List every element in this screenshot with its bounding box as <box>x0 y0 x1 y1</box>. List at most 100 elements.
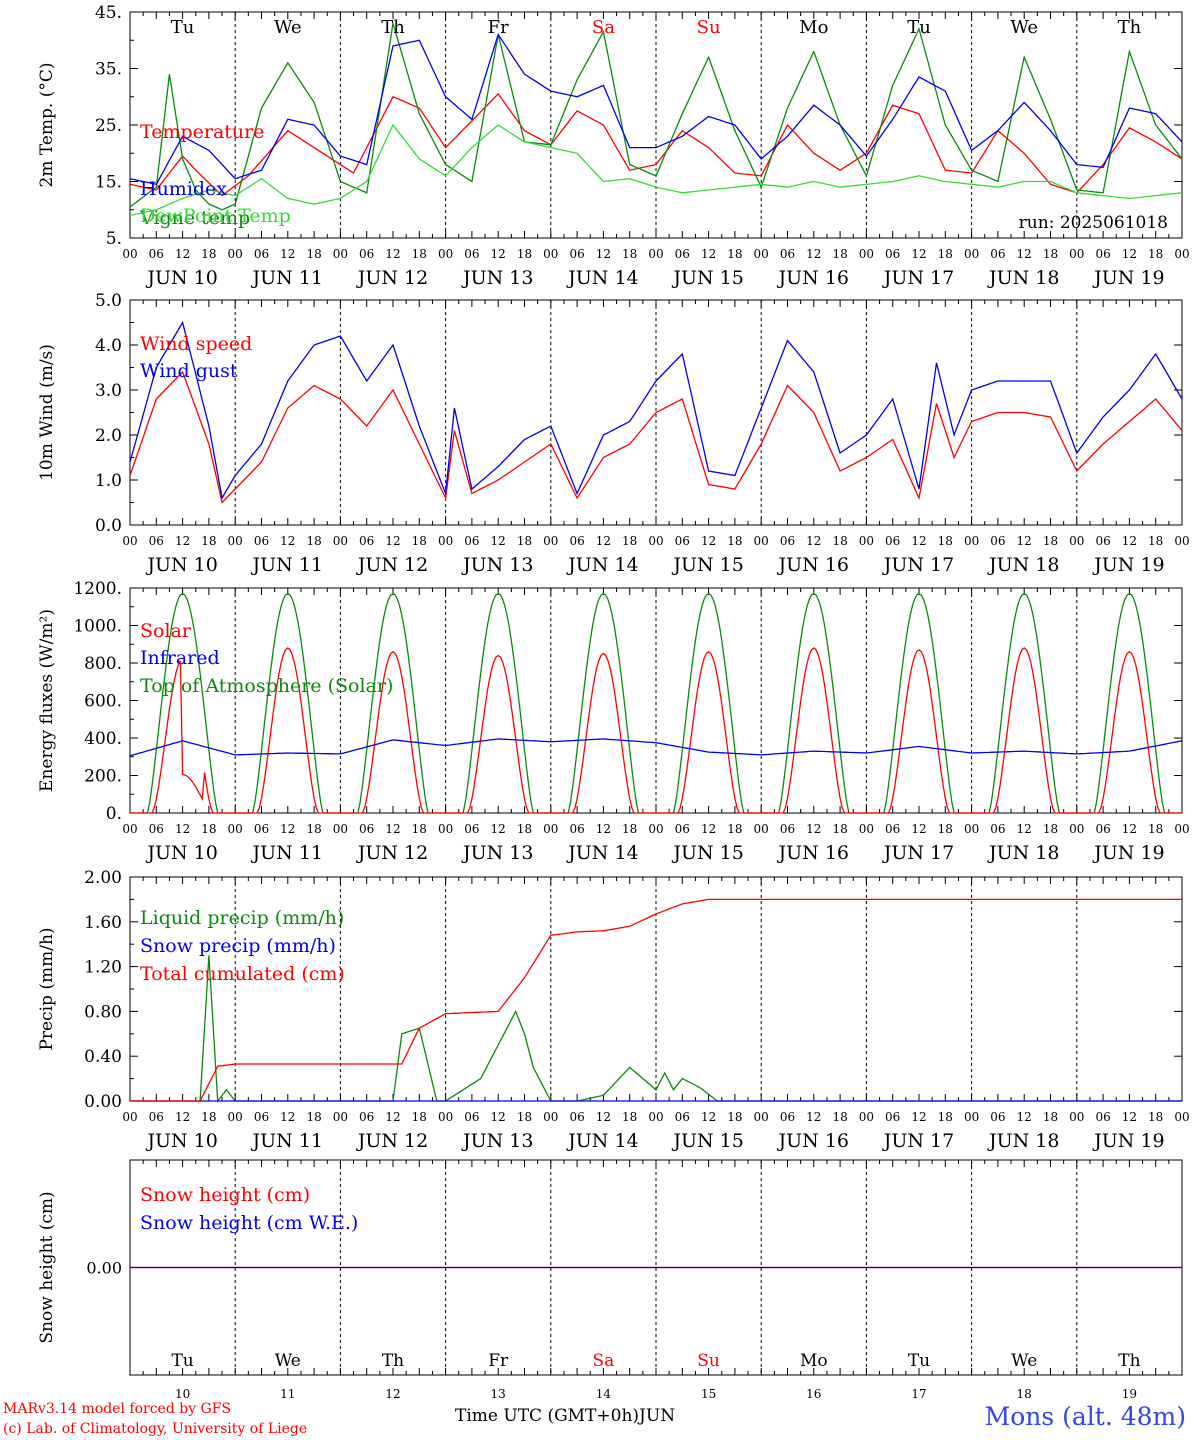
date-label: JUN 14 <box>566 842 638 864</box>
hour-tick-label: 06 <box>675 534 690 548</box>
hour-tick-label: 00 <box>859 247 874 261</box>
hour-tick-label: 06 <box>464 1110 479 1124</box>
legend-wind-gust: Wind gust <box>140 360 238 382</box>
hour-tick-label: 00 <box>1174 534 1189 548</box>
time-axis-label: Time UTC (GMT+0h) <box>455 1406 640 1426</box>
hour-tick-label: 12 <box>1017 1110 1032 1124</box>
hour-tick-label: 06 <box>569 247 584 261</box>
hour-tick-label: 12 <box>701 534 716 548</box>
date-label: JUN 15 <box>671 267 743 289</box>
date-label: JUN 19 <box>1092 842 1164 864</box>
hour-tick-label: 18 <box>517 822 532 836</box>
lab-credit: (c) Lab. of Climatology, University of L… <box>3 1421 308 1437</box>
date-label: JUN 13 <box>461 842 533 864</box>
hour-tick-label: 06 <box>464 822 479 836</box>
panel-wind: 0.0 1.0 2.0 3.0 4.0 5.0 10m Wind (m/s) Wind spe… <box>37 291 1183 536</box>
panel-precip: 0.00 0.40 0.80 1.20 1.60 2.00 Precip (mm/h) Liq… <box>37 868 1183 1112</box>
hour-tick-label: 18 <box>201 822 216 836</box>
hour-tick-label: 18 <box>412 1110 427 1124</box>
hour-tick-label: 06 <box>1095 1110 1110 1124</box>
series-wind-speed <box>129 370 1183 504</box>
hour-tick-label: 18 <box>1148 534 1163 548</box>
hour-tick-label: 06 <box>149 247 164 261</box>
date-label: JUN 16 <box>777 267 849 289</box>
time-axis-title: Time UTC (GMT+0h)JUN <box>455 1406 675 1426</box>
hour-tick-label: 00 <box>1069 247 1084 261</box>
hour-tick-label: 00 <box>228 822 243 836</box>
y-tick-label: 1.20 <box>84 958 122 978</box>
legend-snow-precip-mm-h: Snow precip (mm/h) <box>140 935 336 957</box>
hour-tick-label: 00 <box>1069 1110 1084 1124</box>
hour-tick-label: 00 <box>1174 1110 1189 1124</box>
hour-tick-label: 18 <box>938 1110 953 1124</box>
y-tick-label: 0.00 <box>84 1092 122 1112</box>
date-label: JUN 18 <box>987 842 1059 864</box>
hour-tick-label: 12 <box>385 1110 400 1124</box>
legend-infrared: Infrared <box>140 647 220 669</box>
hour-tick-label: 12 <box>806 247 821 261</box>
legend-top-of-atmosphere-solar: Top of Atmosphere (Solar) <box>140 675 393 697</box>
hour-tick-label: 06 <box>990 1110 1005 1124</box>
date-label: JUN 11 <box>251 554 323 576</box>
hour-tick-label: 12 <box>491 1110 506 1124</box>
y-tick-label: 800. <box>84 654 122 674</box>
hour-tick-label: 18 <box>306 534 321 548</box>
date-label: JUN 19 <box>1092 267 1164 289</box>
hour-tick-label: 18 <box>1148 822 1163 836</box>
meteogram-chart: 5. 15. 25. 35. 45. 2m Temp. (°C) Temperature Vi… <box>37 3 1190 1400</box>
day-number-label: 10 <box>175 1387 190 1400</box>
hour-tick-label: 18 <box>412 247 427 261</box>
date-label: JUN 14 <box>566 554 638 576</box>
hour-tick-label: 06 <box>254 1110 269 1124</box>
hour-tick-label: 00 <box>648 822 663 836</box>
hour-tick-label: 06 <box>254 247 269 261</box>
day-number-label: 11 <box>280 1387 295 1400</box>
weekday-label: Su <box>697 1351 720 1371</box>
hour-tick-label: 00 <box>754 1110 769 1124</box>
hour-tick-label: 00 <box>1174 247 1189 261</box>
series-solar <box>130 647 1182 814</box>
y-tick-label: 0.40 <box>84 1047 122 1067</box>
hour-tick-label: 18 <box>1043 247 1058 261</box>
hour-tick-label: 00 <box>859 1110 874 1124</box>
hour-tick-label: 12 <box>701 822 716 836</box>
hour-tick-label: 18 <box>622 1110 637 1124</box>
date-label: JUN 18 <box>987 267 1059 289</box>
date-label: JUN 17 <box>882 554 954 576</box>
hour-tick-label: 06 <box>1095 247 1110 261</box>
legend-solar: Solar <box>140 620 192 642</box>
date-label: JUN 12 <box>356 267 428 289</box>
hour-tick-label: 18 <box>1043 534 1058 548</box>
hour-tick-label: 12 <box>280 822 295 836</box>
date-label: JUN 10 <box>145 842 217 864</box>
hour-tick-label: 18 <box>832 1110 847 1124</box>
hour-tick-label: 18 <box>622 822 637 836</box>
hour-tick-label: 18 <box>938 247 953 261</box>
hour-tick-label: 12 <box>806 822 821 836</box>
y-tick-label: 25. <box>95 116 122 136</box>
time-axis-month: JUN <box>639 1406 676 1426</box>
hour-tick-label: 12 <box>1017 822 1032 836</box>
day-number-label: 13 <box>491 1387 506 1400</box>
hour-tick-label: 06 <box>464 247 479 261</box>
hour-tick-label: 18 <box>938 822 953 836</box>
hour-tick-label: 00 <box>122 247 137 261</box>
hour-tick-label: 00 <box>122 1110 137 1124</box>
hour-tick-label: 00 <box>438 1110 453 1124</box>
date-label: JUN 13 <box>461 267 533 289</box>
hour-tick-label: 18 <box>622 247 637 261</box>
hour-tick-label: 00 <box>964 534 979 548</box>
hour-tick-label: 12 <box>175 247 190 261</box>
day-number-label: 17 <box>911 1387 926 1400</box>
weekday-label: Fr <box>488 1351 509 1371</box>
series-wind-gust <box>129 320 1183 500</box>
hour-tick-label: 00 <box>333 1110 348 1124</box>
weekday-label: Fr <box>488 17 509 38</box>
date-label: JUN 15 <box>671 554 743 576</box>
hour-tick-label: 12 <box>806 534 821 548</box>
hour-tick-label: 06 <box>569 1110 584 1124</box>
panel-energy: 0. 200. 400. 600. 800. 1000. 1200. Energy fluxe… <box>37 579 1183 824</box>
hour-tick-label: 12 <box>491 534 506 548</box>
day-number-label: 16 <box>806 1387 821 1400</box>
hour-tick-label: 06 <box>990 534 1005 548</box>
